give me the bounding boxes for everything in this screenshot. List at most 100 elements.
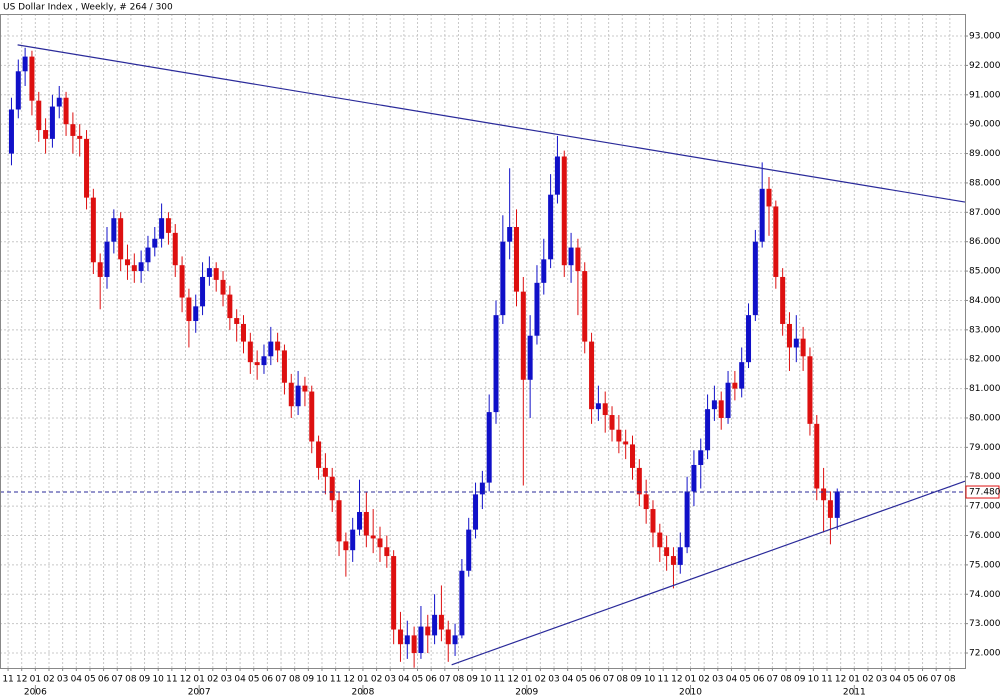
- x-tick-label: 08: [125, 675, 137, 685]
- candle-body: [630, 444, 636, 468]
- candle-body: [520, 291, 526, 380]
- candle-body: [800, 338, 806, 357]
- x-tick-label: 04: [234, 675, 246, 685]
- x-tick-label: 07: [603, 675, 614, 685]
- candle-body: [261, 356, 267, 366]
- y-tick-label: 75.000: [969, 560, 1000, 570]
- candle-body: [275, 341, 281, 351]
- y-tick-label: 77.000: [969, 502, 1000, 512]
- candle-body: [425, 626, 431, 636]
- candle-body: [466, 529, 472, 571]
- x-tick-label: 07: [112, 675, 123, 685]
- candle-body: [241, 323, 247, 342]
- x-tick-label: 09: [466, 675, 478, 685]
- x-tick-label: 08: [617, 675, 629, 685]
- chart-title: US Dollar Index , Weekly, # 264 / 300: [3, 3, 173, 13]
- candle-body: [234, 318, 240, 324]
- candle-body: [357, 511, 363, 530]
- grid: [0, 14, 965, 668]
- candle-body: [77, 135, 83, 139]
- x-tick-label: 03: [385, 675, 396, 685]
- x-tick-label: 10: [480, 675, 492, 685]
- plot-frame: [0, 14, 966, 669]
- candle-body: [384, 547, 390, 557]
- x-tick-label: 02: [535, 675, 546, 685]
- candle-body: [138, 262, 144, 272]
- y-tick-label: 83.000: [969, 325, 1000, 335]
- candle-body: [821, 488, 827, 501]
- x-tick-label: 12: [16, 675, 27, 685]
- candle-body: [459, 570, 465, 636]
- x-tick-label: 05: [739, 675, 750, 685]
- candle-body: [814, 423, 820, 489]
- candle-body: [432, 614, 438, 636]
- x-tick-label: 09: [139, 675, 151, 685]
- x-tick-label: 10: [316, 675, 328, 685]
- candle-body: [288, 382, 294, 407]
- candle-body: [15, 71, 21, 110]
- candle-body: [186, 297, 192, 322]
- x-tick-label: 11: [821, 675, 832, 685]
- candle-body: [206, 268, 212, 277]
- y-tick-label: 82.000: [969, 355, 1000, 365]
- candle-body: [43, 130, 49, 139]
- x-tick-label: 11: [494, 675, 505, 685]
- candle-body: [827, 500, 833, 518]
- candle-body: [254, 362, 260, 366]
- candle-body: [684, 491, 690, 548]
- x-tick-label: 09: [630, 675, 642, 685]
- x-tick-label: 06: [262, 675, 274, 685]
- candle-body: [329, 476, 335, 501]
- x-tick-label: 02: [371, 675, 382, 685]
- candle-body: [172, 232, 178, 266]
- candle-body: [664, 547, 670, 557]
- candle-body: [363, 511, 369, 536]
- candle-body: [418, 626, 424, 654]
- candle-body: [711, 400, 717, 410]
- year-label: 2010: [679, 688, 702, 698]
- candle-body: [316, 441, 322, 468]
- candle-body: [739, 362, 745, 389]
- candle-body: [616, 429, 622, 442]
- candle-body: [29, 56, 35, 101]
- x-tick-label: 01: [849, 675, 860, 685]
- candle-body: [227, 294, 233, 319]
- candle-body: [500, 241, 506, 316]
- candle-body: [145, 247, 151, 263]
- candle-body: [602, 403, 608, 416]
- x-tick-label: 11: [2, 675, 13, 685]
- x-tick-label: 08: [944, 675, 956, 685]
- candle-body: [370, 535, 376, 539]
- x-tick-label: 06: [425, 675, 437, 685]
- candle-body: [807, 356, 813, 424]
- x-tick-label: 08: [289, 675, 301, 685]
- candle-body: [391, 556, 397, 630]
- candle-body: [200, 276, 206, 307]
- candle-body: [793, 338, 799, 348]
- y-tick-label: 74.000: [969, 590, 1000, 600]
- candle-body: [220, 279, 226, 295]
- x-tick-label: 03: [57, 675, 68, 685]
- y-tick-label: 76.000: [969, 531, 1000, 541]
- y-tick-label: 81.000: [969, 384, 1000, 394]
- candle-body: [268, 341, 274, 357]
- candle-body: [350, 529, 356, 551]
- x-tick-label: 07: [275, 675, 286, 685]
- x-tick-label: 12: [344, 675, 355, 685]
- x-tick-label: 01: [30, 675, 41, 685]
- candle-body: [179, 265, 185, 298]
- year-label: 2011: [843, 688, 866, 698]
- y-tick-label: 85.000: [969, 267, 1000, 277]
- year-label: 2007: [188, 688, 211, 698]
- x-tick-label: 03: [712, 675, 723, 685]
- x-tick-label: 04: [398, 675, 410, 685]
- candle-body: [411, 635, 417, 654]
- current-price-label: 77.480: [969, 488, 1000, 498]
- x-tick-label: 11: [166, 675, 177, 685]
- marks: [0, 44, 966, 668]
- candle-body: [452, 635, 458, 645]
- y-tick-label: 86.000: [969, 237, 1000, 247]
- candle-body: [479, 482, 485, 495]
- x-tick-label: 07: [767, 675, 778, 685]
